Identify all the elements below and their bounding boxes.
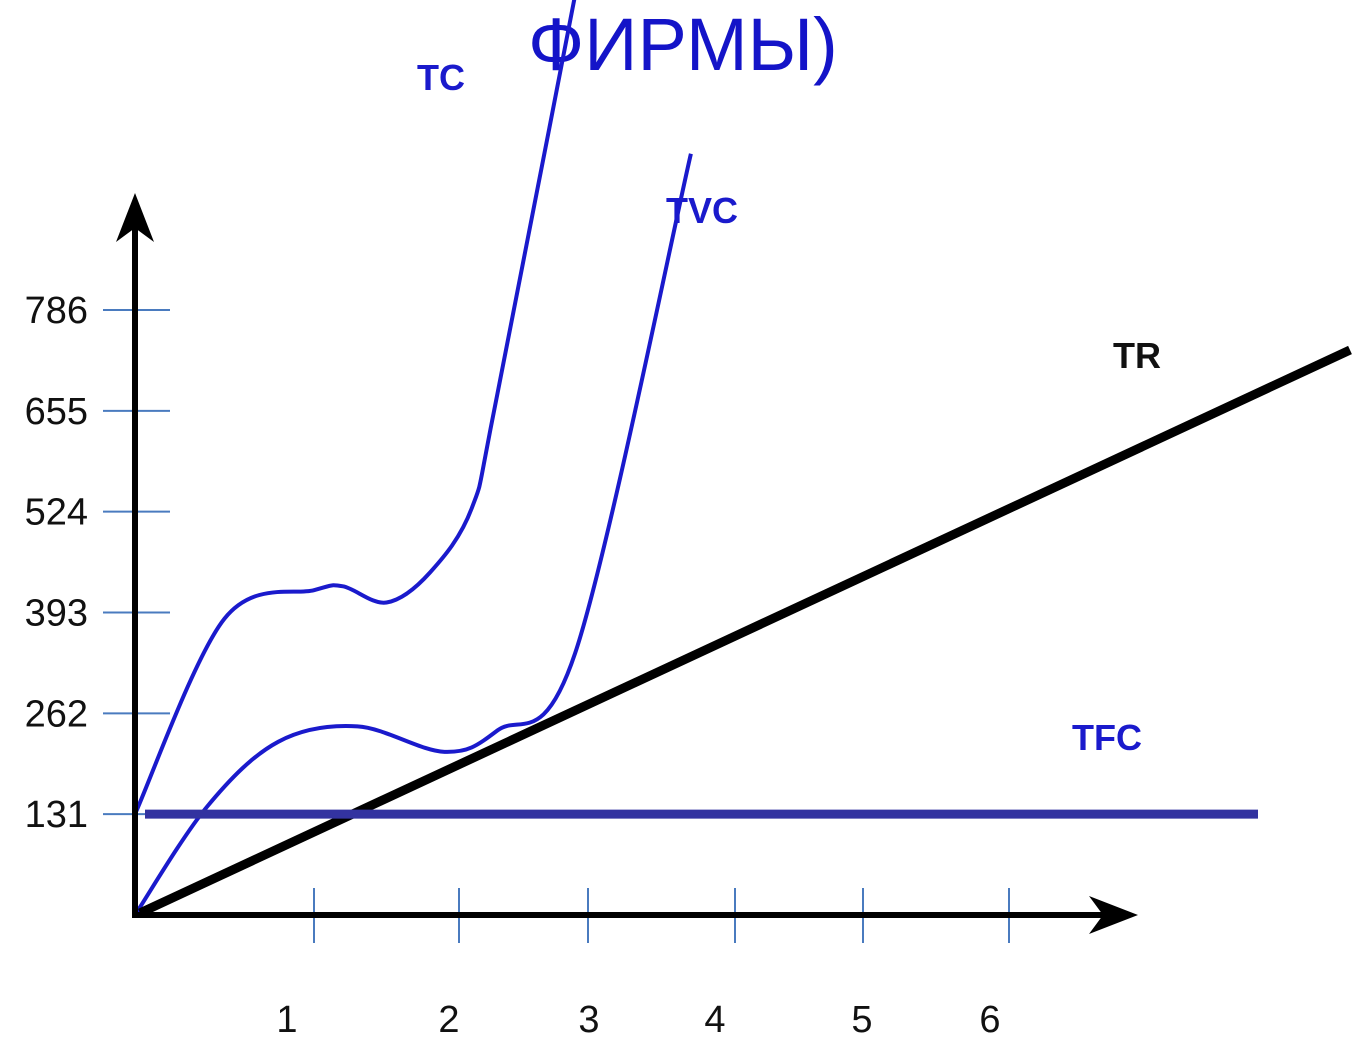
series-label-tr: TR <box>1113 335 1161 376</box>
y-tick-label: 262 <box>25 693 88 735</box>
x-axis-arrow <box>1089 896 1138 934</box>
series-line-tvc <box>133 153 693 917</box>
x-tick-label: 5 <box>851 999 872 1038</box>
y-tick-label: 393 <box>25 593 88 635</box>
series-labels: TC TVC TR TFC <box>417 57 1161 758</box>
chart-title: ФИРМЫ) <box>528 3 838 86</box>
x-tick-label: 1 <box>276 999 297 1038</box>
x-tick-label: 4 <box>704 999 725 1038</box>
series-line-tc <box>133 0 577 815</box>
series-group <box>133 0 1352 918</box>
axes <box>116 193 1138 934</box>
tick-marks <box>103 309 1010 943</box>
y-tick-label: 786 <box>25 290 88 332</box>
x-tick-label: 3 <box>578 999 599 1038</box>
y-tick-labels: 131 262 393 524 655 786 <box>25 290 88 836</box>
series-line-tr <box>138 345 1352 918</box>
series-label-tc: TC <box>417 57 465 98</box>
x-tick-label: 2 <box>438 999 459 1038</box>
x-tick-label: 6 <box>979 999 1000 1038</box>
x-tick-labels: 1 2 3 4 5 6 <box>276 999 1000 1038</box>
series-label-tfc: TFC <box>1072 717 1142 758</box>
y-tick-label: 131 <box>25 794 88 836</box>
y-tick-label: 524 <box>25 492 88 534</box>
series-label-tvc: TVC <box>666 190 738 231</box>
y-tick-label: 655 <box>25 391 88 433</box>
y-axis-arrow <box>116 193 154 242</box>
